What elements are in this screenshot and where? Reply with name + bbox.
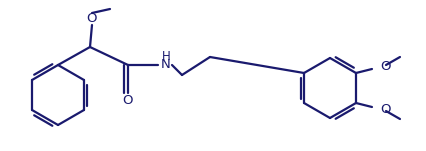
Text: O: O — [380, 61, 391, 74]
Text: N: N — [161, 58, 171, 72]
Text: H: H — [161, 50, 170, 63]
Text: O: O — [87, 11, 97, 24]
Text: O: O — [380, 103, 391, 116]
Text: O: O — [123, 95, 133, 108]
